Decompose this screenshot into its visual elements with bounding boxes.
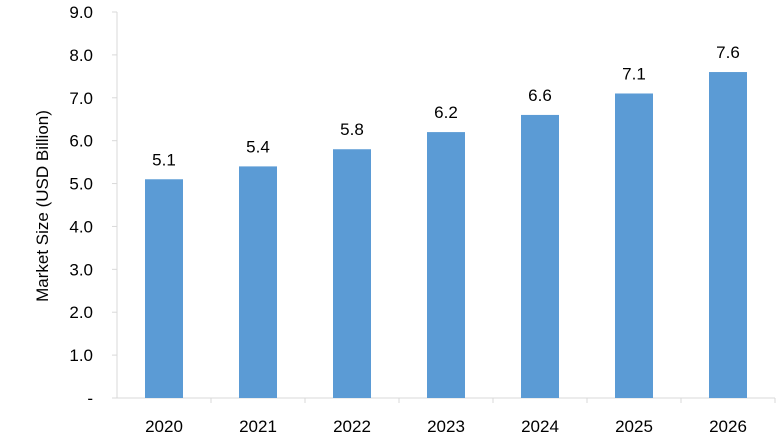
bar: [239, 166, 277, 398]
data-label: 6.6: [528, 86, 552, 105]
data-label: 5.8: [340, 120, 364, 139]
y-tick-label: 4.0: [69, 217, 93, 236]
y-tick-label: 6.0: [69, 132, 93, 151]
bar: [709, 72, 747, 399]
bar: [333, 149, 371, 398]
y-tick-label: 9.0: [69, 3, 93, 22]
y-tick-label: 7.0: [69, 89, 93, 108]
bar: [427, 132, 465, 399]
y-tick-label: -: [87, 389, 93, 408]
x-tick-label: 2022: [333, 417, 371, 436]
y-tick-label: 5.0: [69, 175, 93, 194]
y-tick-label: 8.0: [69, 46, 93, 65]
y-axis-title: Market Size (USD Billion): [33, 110, 52, 302]
x-tick-label: 2023: [427, 417, 465, 436]
x-tick-label: 2026: [709, 417, 747, 436]
data-label: 7.6: [716, 43, 740, 62]
y-tick-label: 1.0: [69, 346, 93, 365]
x-tick-label: 2021: [239, 417, 277, 436]
x-tick-label: 2025: [615, 417, 653, 436]
y-tick-label: 3.0: [69, 260, 93, 279]
x-tick-label: 2020: [145, 417, 183, 436]
bar: [521, 114, 559, 398]
data-label: 7.1: [622, 64, 646, 83]
bar: [145, 179, 183, 398]
data-label: 6.2: [434, 103, 458, 122]
x-tick-label: 2024: [521, 417, 559, 436]
y-tick-label: 2.0: [69, 303, 93, 322]
bar: [615, 93, 653, 398]
data-label: 5.1: [152, 150, 176, 169]
data-label: 5.4: [246, 137, 270, 156]
